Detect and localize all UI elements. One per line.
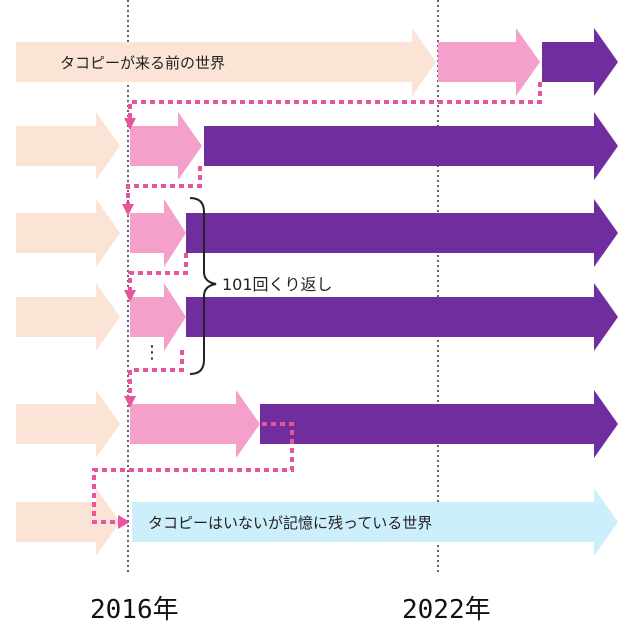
timeline-row-4 [16,283,618,351]
loop-path-1 [128,82,542,120]
arrow-before [16,199,120,267]
ellipsis-vertical: ⋮ [143,342,161,363]
arrow-takopi [130,390,260,458]
loop-path-2 [126,166,202,208]
arrow-forgotten-world [132,488,618,556]
arrow-after [260,390,618,458]
arrow-after [186,199,618,267]
arrowhead-down [124,396,136,408]
label-world-takopi-memory: タコピーはいないが記憶に残っている世界 [148,514,432,532]
arrow-before [16,390,120,458]
arrow-after [186,283,618,351]
arrow-takopi [130,283,186,351]
arrow-takopi [130,199,186,267]
arrow-takopi [130,112,202,180]
repeat-label: 101回くり返し [222,275,333,294]
loop-path-4 [128,350,184,398]
arrowhead-right [118,515,130,529]
arrowhead-down [124,290,136,302]
arrow-before [16,28,436,96]
year-label-2022: 2022年 [402,595,491,625]
year-label-2016: 2016年 [90,595,179,625]
arrow-after [542,28,618,96]
arrowhead-down [122,204,134,216]
arrow-before [16,283,120,351]
timeline-row-1: タコピーが来る前の世界 [16,28,618,96]
arrow-before [16,112,120,180]
time-loop-paths [92,82,542,524]
arrow-after [204,112,618,180]
loop-path-5 [92,422,294,524]
repeat-brace-icon [189,197,217,375]
loop-arrowheads [118,118,136,529]
arrowhead-down [124,118,136,130]
timeline-row-5 [16,390,618,458]
arrow-takopi [438,28,540,96]
loop-path-3 [128,253,188,292]
label-world-before-takopi: タコピーが来る前の世界 [60,54,225,72]
timeline-row-6: タコピーはいないが記憶に残っている世界 [16,488,618,556]
timeline-row-3 [16,199,618,267]
timeline-row-2 [16,112,618,180]
